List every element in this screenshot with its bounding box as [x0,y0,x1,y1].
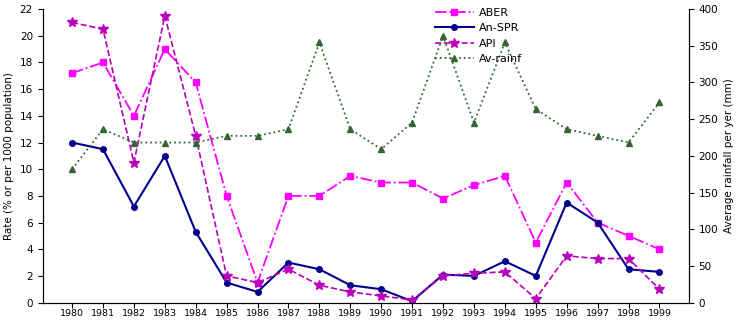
API [469,271,478,275]
ABER [346,174,355,178]
API [593,257,602,260]
ABER [407,181,416,185]
API [655,287,664,291]
ABER [284,194,293,198]
Av-rainf [593,134,602,138]
Line: API: API [67,11,664,305]
ABER [160,47,169,51]
An-SPR [160,154,169,158]
API [315,283,324,287]
Y-axis label: Average rainfall per yer (mm): Average rainfall per yer (mm) [724,79,734,233]
API [68,21,77,24]
ABER [222,194,231,198]
API [160,14,169,18]
Av-rainf [222,134,231,138]
Av-rainf [377,147,386,151]
Av-rainf [438,34,447,38]
An-SPR [562,201,571,204]
An-SPR [377,287,386,291]
An-SPR [284,260,293,264]
Av-rainf [624,141,633,145]
Av-rainf [253,134,262,138]
Av-rainf [655,100,664,104]
An-SPR [438,273,447,277]
Av-rainf [500,41,509,44]
An-SPR [68,141,77,145]
API [407,298,416,302]
ABER [593,221,602,224]
Y-axis label: Rate (% or per 1000 population): Rate (% or per 1000 population) [4,72,14,240]
An-SPR [315,267,324,271]
Av-rainf [407,120,416,124]
An-SPR [469,274,478,278]
Av-rainf [562,127,571,131]
Av-rainf [346,127,355,131]
ABER [99,61,108,64]
API [191,134,200,138]
Av-rainf [315,41,324,44]
ABER [655,247,664,251]
ABER [253,281,262,285]
API [438,274,447,278]
An-SPR [129,204,138,208]
Legend: ABER, An-SPR, API, Av-rainf: ABER, An-SPR, API, Av-rainf [430,3,527,69]
API [284,267,293,271]
API [129,161,138,165]
An-SPR [191,230,200,234]
API [500,270,509,274]
An-SPR [222,281,231,285]
ABER [624,234,633,238]
An-SPR [407,299,416,303]
An-SPR [346,283,355,287]
Av-rainf [68,167,77,171]
An-SPR [531,274,540,278]
ABER [531,241,540,244]
An-SPR [99,147,108,151]
Line: ABER: ABER [69,46,663,286]
API [562,254,571,258]
Av-rainf [129,141,138,145]
Line: An-SPR: An-SPR [69,140,662,304]
An-SPR [500,259,509,263]
Av-rainf [99,127,108,131]
ABER [129,114,138,118]
Av-rainf [191,141,200,145]
ABER [500,174,509,178]
API [377,294,386,298]
API [346,290,355,294]
ABER [562,181,571,185]
ABER [377,181,386,185]
An-SPR [624,267,633,271]
Av-rainf [160,141,169,145]
API [253,281,262,285]
ABER [68,71,77,75]
ABER [469,183,478,187]
Av-rainf [469,120,478,124]
ABER [191,80,200,84]
API [531,297,540,300]
An-SPR [593,221,602,224]
Line: Av-rainf: Av-rainf [69,32,663,173]
ABER [315,194,324,198]
Av-rainf [284,127,293,131]
API [624,257,633,260]
An-SPR [655,270,664,274]
Av-rainf [531,107,540,111]
API [99,27,108,31]
API [222,274,231,278]
ABER [438,197,447,201]
An-SPR [253,290,262,294]
